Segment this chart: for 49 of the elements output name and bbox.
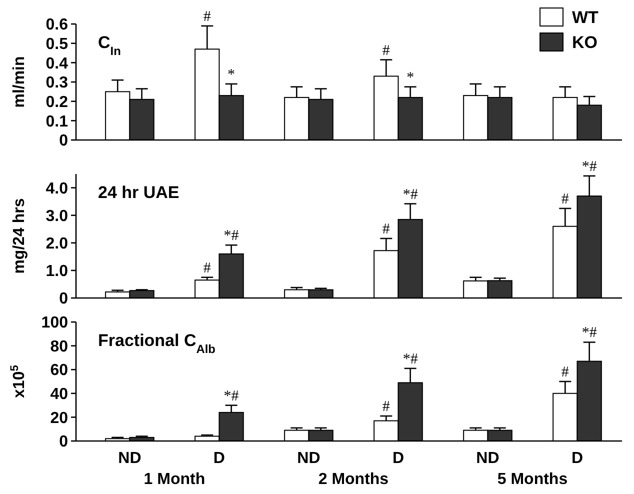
y-tick-label: 4.0 — [46, 180, 68, 198]
y-axis-title: ml/min — [11, 56, 28, 108]
data-label: *# — [224, 228, 240, 244]
data-label: # — [203, 260, 212, 276]
y-tick-label: 0.5 — [46, 36, 68, 53]
data-label: *# — [402, 351, 418, 368]
x-tick-label: D — [571, 450, 584, 467]
x-tick-label: ND — [476, 450, 500, 467]
x-tick-label: ND — [118, 450, 142, 467]
text: 24 hr UAE — [98, 183, 180, 202]
text: C$_{In}$ — [98, 33, 121, 58]
legend-label: KO — [572, 32, 598, 52]
y-tick-label: 0 — [59, 434, 68, 451]
y-tick-label: 60 — [50, 362, 68, 380]
y-tick-label: 40 — [50, 386, 68, 403]
text: 5 Months — [497, 471, 568, 488]
y-tick-label: 3.0 — [46, 208, 68, 225]
y-tick-label: 20 — [50, 410, 68, 427]
text: Fractional C$_{Alb}$ — [98, 331, 216, 356]
y-tick-label: 100 — [41, 314, 68, 332]
data-label: # — [561, 364, 570, 380]
data-label: *# — [402, 186, 418, 203]
y-tick-label: 0.1 — [46, 113, 68, 130]
x-tick-label: D — [392, 450, 404, 467]
y-tick-label: 0.3 — [46, 74, 68, 92]
text: 2 Months — [318, 471, 389, 488]
data-label: * — [228, 66, 236, 83]
data-label: *# — [582, 325, 598, 342]
text: 1 Month — [144, 471, 206, 488]
data-label: # — [382, 221, 390, 238]
data-label: * — [406, 70, 414, 86]
data-label: *# — [582, 158, 598, 175]
data-label: # — [203, 8, 212, 25]
y-tick-label: 0 — [59, 132, 68, 150]
data-label: # — [382, 399, 390, 416]
y-axis-title: mg/24 hrs — [11, 198, 28, 274]
y-tick-label: 0.2 — [46, 94, 68, 111]
data-label: *# — [224, 388, 240, 404]
y-tick-label: 2.0 — [46, 235, 68, 252]
x-tick-label: ND — [297, 450, 320, 467]
y-tick-label: 1.0 — [46, 263, 68, 280]
y-tick-label: 0 — [59, 290, 68, 308]
data-label: # — [382, 42, 390, 59]
x-tick-label: D — [213, 450, 225, 467]
y-tick-label: 80 — [50, 338, 68, 356]
y-tick-label: 0.4 — [46, 55, 68, 72]
y-tick-label: 0.6 — [46, 16, 68, 34]
legend-label: WT — [572, 8, 600, 27]
data-label: # — [561, 191, 570, 208]
